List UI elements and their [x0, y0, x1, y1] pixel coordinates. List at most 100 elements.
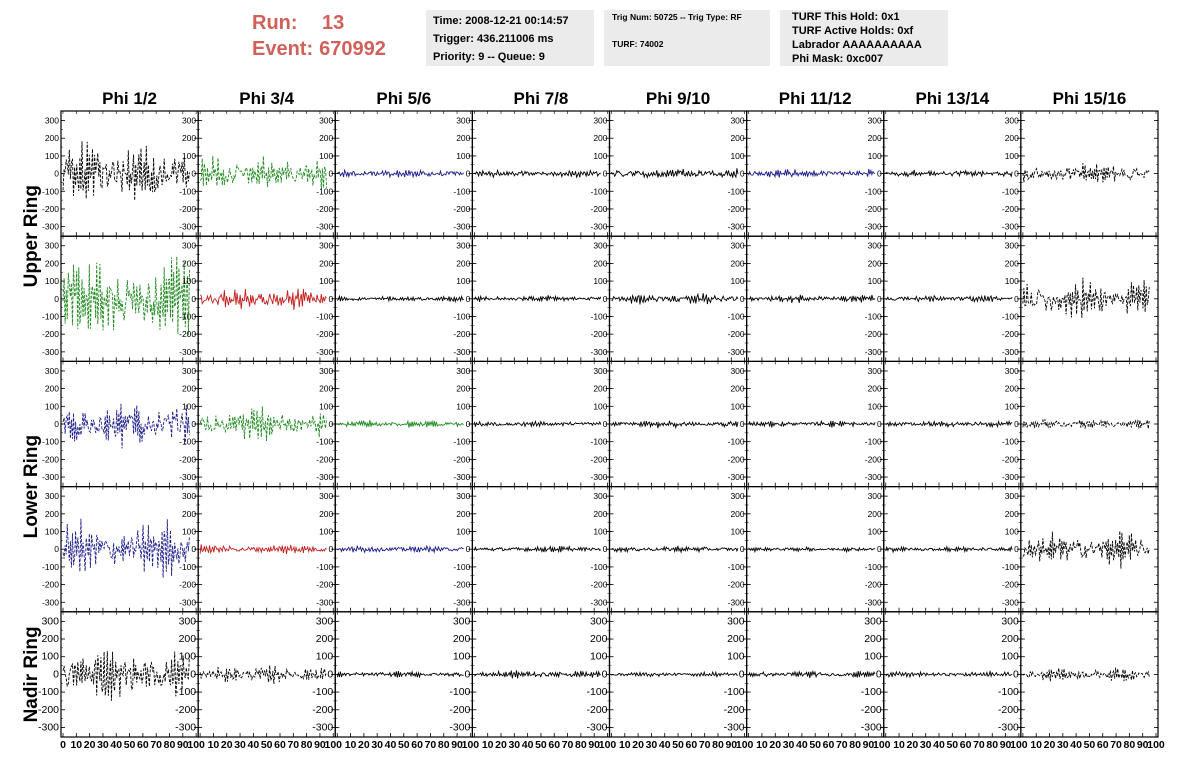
panel: -300 -200 -100 0 100 200 300 — [728, 235, 885, 362]
y-tick-label: 100 — [730, 527, 744, 537]
panel: -300 -200 -100 0 100 200 300 — [1002, 486, 1159, 613]
y-tick-label: 0 — [877, 544, 882, 554]
y-tick-label: -300 — [1002, 597, 1019, 607]
y-tick-label: -300 — [179, 347, 196, 357]
y-tick-label: -200 — [453, 580, 470, 590]
x-tick-label: 30 — [1057, 739, 1069, 751]
y-tick-label: 300 — [179, 615, 197, 627]
y-tick-label: 200 — [593, 509, 607, 519]
priority-text: Priority: 9 -- Queue: 9 — [433, 51, 545, 63]
y-tick-label: -200 — [312, 704, 333, 716]
waveform-trace — [337, 419, 464, 429]
y-tick-label: -100 — [453, 311, 470, 321]
time-text: Time: 2008-12-21 00:14:57 — [433, 15, 569, 27]
panel: -300 -200 -100 0 100 200 300 — [316, 486, 473, 613]
y-tick-label: 0 — [54, 419, 59, 429]
y-tick-label: 0 — [1014, 294, 1019, 304]
y-tick-label: -200 — [590, 329, 607, 339]
y-tick-label: -100 — [865, 186, 882, 196]
y-tick-label: 0 — [54, 294, 59, 304]
y-tick-label: -200 — [998, 704, 1019, 716]
y-tick-label: 0 — [740, 294, 745, 304]
y-tick-label: 100 — [1005, 401, 1019, 411]
y-tick-label: -100 — [179, 186, 196, 196]
x-tick-label: 30 — [371, 739, 383, 751]
x-tick-label: 90 — [863, 739, 875, 751]
y-tick-label: -200 — [728, 454, 745, 464]
y-tick-label: 0 — [191, 294, 196, 304]
y-tick-label: -100 — [865, 311, 882, 321]
x-tick-label: 60 — [274, 739, 286, 751]
y-tick-label: 200 — [182, 133, 196, 143]
waveform-trace — [1022, 418, 1150, 430]
x-tick-label: 100 — [599, 739, 617, 751]
waveform-trace — [62, 518, 190, 578]
y-tick-label: 100 — [319, 276, 333, 286]
x-tick-label: 10 — [619, 739, 631, 751]
x-tick-label: 30 — [508, 739, 520, 751]
panel: -300 -200 -100 0 100 200 300 — [861, 611, 1022, 738]
y-tick-label: -200 — [449, 704, 470, 716]
x-tick-label: 50 — [398, 739, 410, 751]
panel: -300 -200 -100 0 100 200 300 — [179, 360, 336, 488]
y-tick-label: 300 — [319, 491, 333, 501]
x-tick-label: 50 — [946, 739, 958, 751]
y-tick-label: 200 — [868, 384, 882, 394]
y-tick-label: 100 — [182, 401, 196, 411]
phi-mask-text: Phi Mask: 0xc007 — [792, 53, 884, 65]
x-tick-label: 100 — [1147, 739, 1165, 751]
x-tick-label: 10 — [345, 739, 357, 751]
y-tick-label: 0 — [739, 668, 745, 680]
y-tick-label: -200 — [586, 704, 607, 716]
x-tick-label: 30 — [97, 739, 109, 751]
y-tick-label: -300 — [38, 721, 59, 733]
x-tick-label: 0 — [60, 739, 66, 751]
y-tick-label: -300 — [42, 347, 59, 357]
x-tick-label: 40 — [248, 739, 260, 751]
y-tick-label: 200 — [182, 258, 196, 268]
y-tick-label: 300 — [319, 116, 333, 126]
panel: -300 -200 -100 0 100 200 300 — [865, 486, 1022, 613]
y-tick-label: -300 — [1002, 472, 1019, 482]
waveform-trace — [1022, 277, 1150, 318]
y-tick-label: -300 — [179, 597, 196, 607]
waveform-trace — [748, 546, 876, 554]
waveform-trace — [473, 544, 602, 554]
panel: -300 -200 -100 0 100 200 300 — [865, 110, 1022, 237]
y-tick-label: -200 — [42, 454, 59, 464]
y-tick-label: 100 — [456, 151, 470, 161]
y-tick-label: 200 — [45, 133, 59, 143]
run-label: Run: — [252, 12, 298, 34]
y-tick-label: 200 — [456, 258, 470, 268]
y-tick-label: 100 — [45, 276, 59, 286]
waveform-trace — [62, 141, 190, 201]
y-tick-label: 0 — [465, 668, 471, 680]
panel: -300 -200 -100 0 100 200 300 — [590, 360, 748, 488]
x-tick-label: 60 — [686, 739, 698, 751]
waveform-trace — [199, 544, 327, 555]
y-tick-label: 300 — [868, 491, 882, 501]
waveform-trace — [1022, 163, 1150, 183]
turf-hold-text: TURF This Hold: 0x1 — [792, 11, 900, 23]
waveform-trace — [748, 168, 876, 179]
y-tick-label: 100 — [41, 651, 59, 663]
x-tick-label: 50 — [261, 739, 273, 751]
y-tick-label: 200 — [1005, 258, 1019, 268]
y-tick-label: 200 — [45, 258, 59, 268]
waveform-trace — [199, 406, 328, 442]
y-tick-label: 100 — [179, 651, 197, 663]
panel: -300 -200 -100 0 100 200 300 — [453, 360, 611, 488]
x-tick-label: 90 — [588, 739, 600, 751]
x-tick-label: 20 — [769, 739, 781, 751]
x-tick-label: 100 — [736, 739, 754, 751]
y-tick-label: 300 — [593, 366, 607, 376]
trigger-info-box: Trig Num: 50725 -- Trig Type: RF TURF: 7… — [604, 10, 770, 66]
y-tick-label: 100 — [1001, 651, 1019, 663]
y-tick-label: -200 — [724, 704, 745, 716]
x-tick-label: 80 — [986, 739, 998, 751]
panel: -300 -200 -100 0 100 200 300 — [42, 486, 199, 613]
y-tick-label: 300 — [182, 491, 196, 501]
y-tick-label: 200 — [319, 258, 333, 268]
y-tick-label: -200 — [179, 580, 196, 590]
y-tick-label: 300 — [593, 491, 607, 501]
